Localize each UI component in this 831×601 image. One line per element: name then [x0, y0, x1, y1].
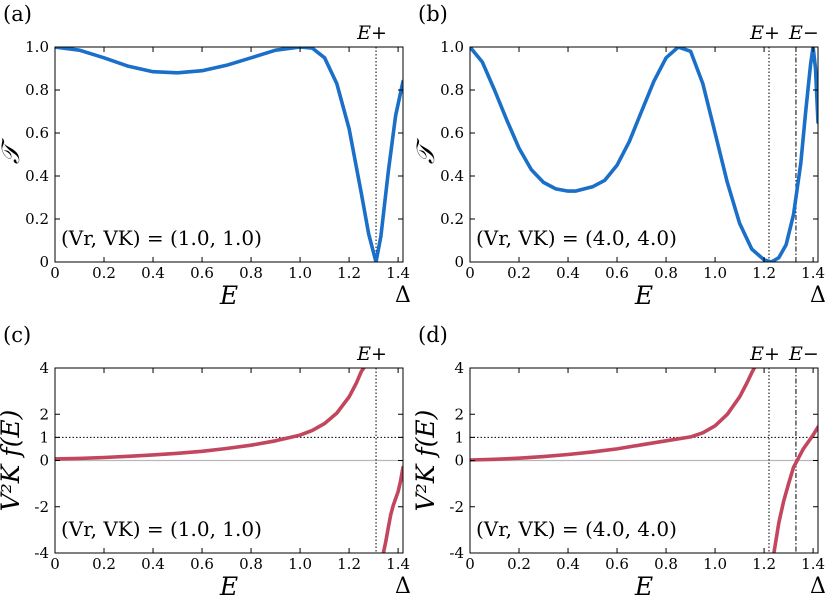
y-tick-label: 0.8 [25, 81, 49, 99]
chart-panel-d: 0 0.2 0.4 0.6 0.8 1.0 1.2 1.4 -4 -2 0 1 2 4 (d) E Δ V²K f… [411, 323, 826, 601]
chart-panel-b: 0 0.2 0.4 0.6 0.8 1.0 1.2 1.4 0 0.2 0.4 0.6 0.8 1.0 (b… [411, 2, 826, 310]
x-tick-label: 0 [465, 555, 475, 573]
x-tick-label: 1.4 [386, 555, 410, 573]
x-tick-label: 1.4 [801, 555, 825, 573]
x-tick-label: 0.4 [556, 264, 580, 282]
x-tick-label: 0.4 [141, 555, 165, 573]
x-tick-label: 0.8 [239, 264, 263, 282]
y-tick-label: 2 [39, 405, 49, 423]
plot-frame [469, 46, 819, 263]
y-tick-label: 0 [454, 253, 464, 271]
delta-label: Δ [395, 574, 411, 599]
panel-label: (a) [3, 2, 32, 26]
y-tick-label: 4 [454, 359, 464, 377]
y-tick-label: -4 [34, 544, 49, 562]
x-tick-label: 1.0 [288, 555, 312, 573]
x-tick-label: 0.4 [141, 264, 165, 282]
x-tick-label: 1.0 [703, 264, 727, 282]
y-axis-label: V²K f(E) [411, 410, 440, 512]
vline-label: E+ [356, 343, 387, 365]
series-line-T [55, 47, 403, 262]
plot-frame [54, 46, 404, 263]
x-tick-label: 1.0 [703, 555, 727, 573]
y-tick-label: 1 [454, 428, 464, 446]
chart-panel-a: 0 0.2 0.4 0.6 0.8 1.0 1.2 1.4 0 0.2 0.4 0.6 0.8 1.0 (a… [0, 2, 411, 310]
params-annotation: (Vr, VK) = (4.0, 4.0) [476, 226, 677, 250]
y-tick-label: 0.6 [440, 124, 464, 142]
x-tick-label: 0.8 [239, 555, 263, 573]
series-line-f_left [55, 368, 366, 461]
x-tick-label: 1.4 [801, 264, 825, 282]
x-tick-label: 0.2 [92, 555, 116, 573]
series-line-f_right [381, 465, 403, 553]
x-axis-label: E [634, 281, 653, 310]
x-tick-label: 0.4 [556, 555, 580, 573]
y-tick-label: 0.2 [440, 210, 464, 228]
x-tick-label: 0.8 [654, 555, 678, 573]
panel-label: (c) [3, 323, 31, 347]
chart-panel-c: 0 0.2 0.4 0.6 0.8 1.0 1.2 1.4 -4 -2 0 1 2 4 (c) E Δ V²K f… [0, 323, 411, 601]
y-axis-label: 𝒯 [411, 137, 440, 164]
y-tick-label: 0.8 [440, 81, 464, 99]
y-tick-label: 0.4 [25, 167, 49, 185]
y-axis-label: 𝒯 [0, 137, 25, 164]
x-tick-label: 1.2 [752, 264, 776, 282]
x-tick-label: 0.8 [654, 264, 678, 282]
y-tick-label: 1 [39, 428, 49, 446]
x-tick-label: 1.2 [337, 555, 361, 573]
y-tick-label: 0.6 [25, 124, 49, 142]
x-tick-label: 0.2 [507, 555, 531, 573]
y-axis-label: V²K f(E) [0, 410, 25, 512]
y-tick-label: 0.4 [440, 167, 464, 185]
series-line-f_left [470, 368, 757, 462]
vline-label: E+ [749, 22, 780, 44]
panel-label: (b) [418, 2, 448, 26]
delta-label: Δ [395, 283, 411, 308]
x-tick-label: 0.6 [190, 555, 214, 573]
y-tick-label: -4 [449, 544, 464, 562]
y-tick-label: -2 [34, 498, 49, 516]
series-line-T [470, 47, 818, 262]
y-tick-label: 0 [39, 452, 49, 470]
x-axis-label: E [219, 281, 238, 310]
y-tick-label: 0 [454, 452, 464, 470]
vline-label: E+ [356, 22, 387, 44]
x-tick-label: 0.2 [507, 264, 531, 282]
vline-label: E+ [749, 343, 780, 365]
vline-label: E− [788, 22, 819, 44]
x-tick-label: 1.2 [337, 264, 361, 282]
vline-label: E− [788, 343, 819, 365]
x-tick-label: 0.2 [92, 264, 116, 282]
params-annotation: (Vr, VK) = (1.0, 1.0) [61, 226, 262, 250]
x-tick-label: 0 [465, 264, 475, 282]
y-tick-label: 1.0 [440, 38, 464, 56]
y-tick-label: 0 [39, 253, 49, 271]
x-tick-label: 1.4 [386, 264, 410, 282]
x-tick-label: 1.0 [288, 264, 312, 282]
panel-label: (d) [418, 323, 448, 347]
params-annotation: (Vr, VK) = (4.0, 4.0) [476, 517, 677, 541]
y-tick-label: 2 [454, 405, 464, 423]
x-tick-label: 1.2 [752, 555, 776, 573]
y-tick-label: 1.0 [25, 38, 49, 56]
x-tick-label: 0.6 [190, 264, 214, 282]
y-tick-label: 4 [39, 359, 49, 377]
x-tick-label: 0 [50, 555, 60, 573]
series-line-f_right [772, 425, 818, 553]
x-tick-label: 0.6 [605, 264, 629, 282]
params-annotation: (Vr, VK) = (1.0, 1.0) [61, 517, 262, 541]
delta-label: Δ [810, 283, 826, 308]
x-axis-label: E [219, 572, 238, 601]
y-tick-label: 0.2 [25, 210, 49, 228]
delta-label: Δ [810, 574, 826, 599]
x-axis-label: E [634, 572, 653, 601]
x-tick-label: 0 [50, 264, 60, 282]
x-tick-label: 0.6 [605, 555, 629, 573]
y-tick-label: -2 [449, 498, 464, 516]
